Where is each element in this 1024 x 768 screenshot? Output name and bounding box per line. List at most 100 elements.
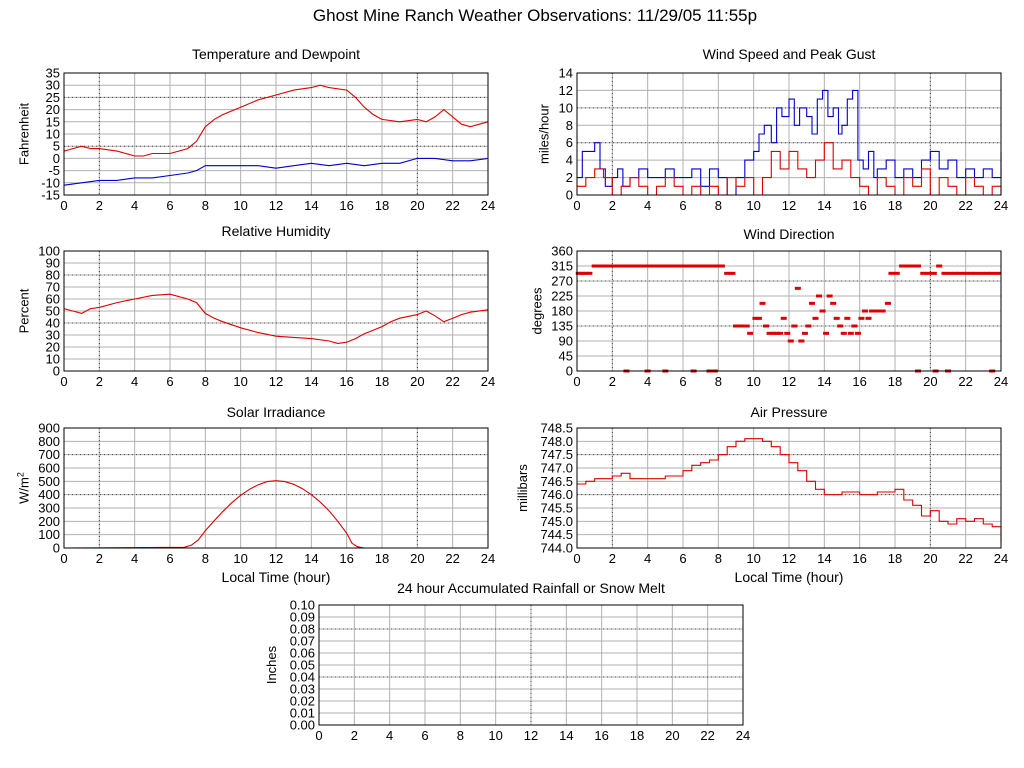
y-tick-label: 35 [46,66,60,81]
x-tick-label: 24 [481,374,495,389]
x-tick-label: 14 [817,374,831,389]
x-tick-label: 6 [421,728,428,743]
x-tick-label: 2 [351,728,358,743]
series-0 [575,264,1001,373]
data-point [766,331,773,335]
data-point [826,294,833,298]
x-tick-label: 12 [782,198,796,213]
data-point [738,324,745,328]
data-point [983,271,990,275]
chart-rainfall: 0 2 4 6 8 10 12 14 16 18 20 22 240.000.010.020.030.0… [264,580,750,743]
y-tick-label: 0 [53,151,60,166]
data-point [837,324,844,328]
chart-pressure: 0 2 4 6 8 10 12 14 16 18 20 22 24744.0744.5745.0745.… [515,404,1008,585]
y-tick-label: 360 [551,244,573,259]
x-tick-label: 12 [269,551,283,566]
data-point [702,264,709,268]
x-tick-label: 10 [746,198,760,213]
chart-solar: 0 2 4 6 8 10 12 14 16 18 20 22 240100200300400500600… [15,404,495,585]
y-tick-label: 14 [559,66,573,81]
data-point [697,264,704,268]
data-point [808,301,815,305]
chart-title: Solar Irradiance [227,404,326,420]
y-tick-label: 900 [38,421,60,436]
data-point [962,271,969,275]
y-tick-label: 270 [551,274,573,289]
x-tick-label: 6 [166,551,173,566]
x-tick-label: 16 [594,728,608,743]
x-tick-label: 6 [166,374,173,389]
data-point [801,331,808,335]
data-point [791,324,798,328]
x-tick-label: 20 [410,198,424,213]
x-tick-label: 14 [817,551,831,566]
series-line-0 [63,293,489,344]
x-tick-label: 14 [559,728,573,743]
data-point [957,271,964,275]
x-axis-label: Local Time (hour) [735,569,844,585]
data-point [967,271,974,275]
x-tick-label: 12 [782,374,796,389]
data-point [687,264,694,268]
data-point [729,271,736,275]
data-point [671,264,678,268]
y-tick-label: 0.06 [290,646,315,661]
data-point [602,264,609,268]
y-tick-label: 500 [38,474,60,489]
y-tick-label: 2 [566,170,573,185]
y-tick-label: 315 [551,259,573,274]
x-tick-label: 4 [386,728,393,743]
series-line-1 [63,157,489,186]
data-point [713,264,720,268]
data-point [649,264,656,268]
data-point [780,316,787,320]
y-axis-label-superscript: 2 [15,472,25,477]
x-tick-label: 12 [269,198,283,213]
x-tick-label: 2 [609,551,616,566]
x-tick-label: 14 [304,198,318,213]
x-tick-label: 0 [60,374,67,389]
data-point [733,324,739,328]
data-point [763,324,770,328]
y-tick-label: 0.10 [290,598,315,613]
x-tick-label: 10 [746,551,760,566]
data-point [591,264,598,268]
y-tick-label: 100 [38,244,60,259]
y-tick-label: 90 [559,334,573,349]
data-point [777,331,784,335]
data-point [844,316,851,320]
data-point [884,301,891,305]
grid [318,604,744,726]
y-axis-label: miles/hour [537,103,552,164]
data-point [816,294,823,298]
chart-title: 24 hour Accumulated Rainfall or Snow Mel… [397,580,665,596]
data-point [770,331,777,335]
data-point [639,264,646,268]
y-tick-label: 0.00 [290,718,315,733]
x-tick-label: 10 [233,551,247,566]
x-tick-label: 2 [609,374,616,389]
x-tick-label: 8 [202,551,209,566]
y-tick-label: 0.01 [290,706,315,721]
data-point [936,264,943,268]
x-tick-label: 4 [131,374,138,389]
x-tick-label: 6 [166,198,173,213]
y-tick-label: 747.5 [540,447,573,462]
data-point [755,316,762,320]
x-tick-label: 20 [410,551,424,566]
axis-frame [63,72,489,196]
y-tick-label: 300 [38,501,60,516]
data-point [858,316,865,320]
x-tick-label: 2 [96,198,103,213]
data-point [847,331,854,335]
data-point [830,301,837,305]
x-tick-label: 4 [131,198,138,213]
y-tick-label: 200 [38,514,60,529]
chart-title: Wind Speed and Peak Gust [703,46,876,62]
x-tick-label: 18 [888,551,902,566]
data-point [973,271,980,275]
y-tick-label: 746.5 [540,474,573,489]
x-tick-label: 24 [481,551,495,566]
y-tick-label: 225 [551,289,573,304]
